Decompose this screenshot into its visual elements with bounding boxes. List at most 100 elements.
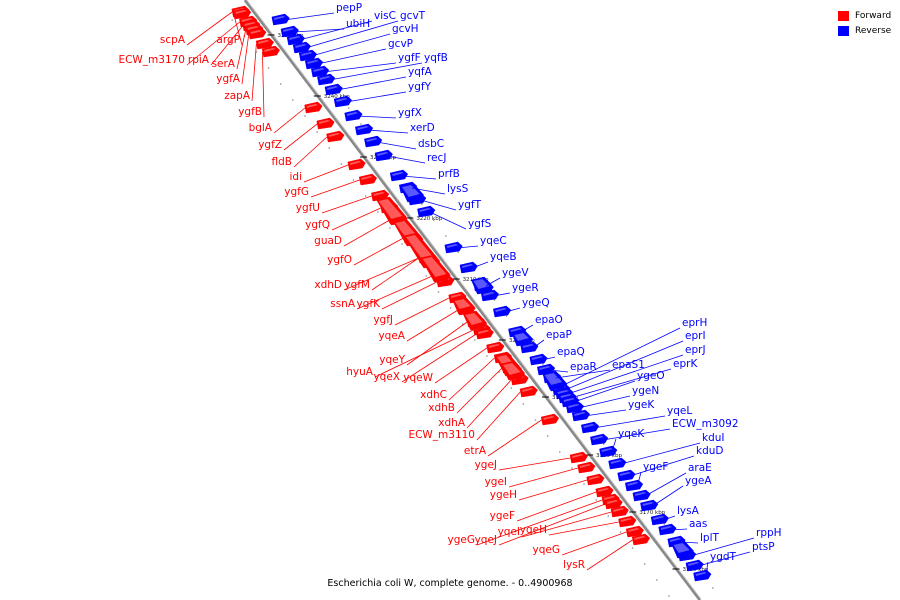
reverse-gene-label-44[interactable]: aas	[689, 518, 707, 530]
reverse-gene-label-22[interactable]: ygeQ	[522, 297, 550, 309]
reverse-gene-label-28[interactable]: eprH	[682, 317, 707, 329]
forward-gene-label-7[interactable]: ygfB	[238, 106, 262, 118]
forward-gene-label-27[interactable]: xdhC	[420, 389, 447, 401]
forward-gene-label-24[interactable]: hyuA	[346, 366, 374, 378]
reverse-gene-label-47[interactable]: ptsP	[752, 541, 775, 553]
reverse-gene-label-19[interactable]: yqeB	[490, 251, 517, 263]
forward-gene-label-34[interactable]: ygeH	[490, 489, 517, 501]
reverse-gene-label-12[interactable]: dsbC	[418, 138, 444, 150]
reverse-gene-label-20[interactable]: ygeV	[502, 267, 529, 279]
reverse-gene-label-29[interactable]: eprI	[685, 330, 706, 342]
reverse-gene-glyph	[542, 370, 567, 391]
forward-gene-label-18[interactable]: ygfM	[344, 279, 370, 291]
reverse-gene-label-35[interactable]: yqeL	[667, 405, 692, 417]
reverse-gene-label-42[interactable]: ygeA	[685, 475, 712, 487]
reverse-gene-label-36[interactable]: ECW_m3092	[672, 418, 739, 430]
reverse-gene-label-17[interactable]: ygfS	[468, 218, 492, 230]
reverse-gene-label-46[interactable]: rppH	[756, 527, 782, 539]
forward-gene-label-30[interactable]: ECW_m3110	[408, 429, 475, 441]
reverse-gene-label-0[interactable]: pepP	[336, 2, 362, 14]
reverse-gene-label-31[interactable]: eprK	[673, 358, 698, 370]
gene-glyph-shade	[373, 192, 385, 196]
forward-gene-label-21[interactable]: ygfJ	[373, 314, 393, 326]
forward-gene-label-23[interactable]: yqeY	[379, 354, 405, 366]
reverse-gene-label-4[interactable]: gcvH	[392, 23, 419, 35]
forward-gene-label-11[interactable]: idi	[290, 171, 303, 183]
forward-gene-label-3[interactable]: rpiA	[188, 54, 210, 66]
reverse-gene-label-14[interactable]: prfB	[438, 168, 460, 180]
gene-glyph-shade	[295, 44, 307, 48]
reverse-gene-label-16[interactable]: ygfT	[458, 199, 482, 211]
forward-gene-label-17[interactable]: xdhD	[314, 279, 342, 291]
reverse-gene-label-30[interactable]: eprJ	[685, 344, 706, 356]
reverse-gene-label-38[interactable]: kduI	[702, 432, 725, 444]
reverse-gene-label-18[interactable]: yqeC	[480, 235, 507, 247]
forward-gene-label-1[interactable]: argP	[216, 34, 240, 46]
forward-gene-label-5[interactable]: ygfA	[216, 73, 241, 85]
forward-gene-label-14[interactable]: ygfQ	[305, 219, 330, 231]
reverse-gene-glyph	[685, 559, 704, 572]
reverse-gene-label-45[interactable]: lplT	[700, 532, 719, 544]
reverse-gene-label-43[interactable]: lysA	[677, 505, 700, 517]
reverse-gene-label-48[interactable]: ygdT	[710, 551, 737, 563]
reverse-gene-label-9[interactable]: ygfY	[408, 81, 432, 93]
gene-glyph-shade	[273, 16, 286, 20]
forward-gene-label-22[interactable]: yqeA	[378, 330, 405, 342]
reverse-gene-label-34[interactable]: ygeK	[628, 399, 655, 411]
reverse-gene-label-23[interactable]: epaO	[535, 314, 563, 326]
forward-gene-label-25[interactable]: yqeX	[373, 371, 400, 383]
reverse-gene-label-21[interactable]: ygeR	[512, 282, 539, 294]
reverse-gene-label-6[interactable]: ygfF	[398, 52, 421, 64]
reverse-gene-label-15[interactable]: lysS	[447, 183, 469, 195]
reverse-gene-label-40[interactable]: ygeF	[643, 461, 668, 473]
forward-gene-label-2[interactable]: ECW_m3170	[118, 54, 185, 66]
forward-gene-label-6[interactable]: zapA	[224, 90, 251, 102]
forward-gene-label-37[interactable]: yqeJ	[475, 534, 497, 546]
forward-gene-label-13[interactable]: ygfU	[296, 202, 320, 214]
reverse-gene-label-13[interactable]: recJ	[427, 152, 446, 164]
forward-gene-label-8[interactable]: bglA	[249, 122, 273, 134]
forward-gene-label-28[interactable]: xdhB	[428, 402, 455, 414]
reverse-gene-label-7[interactable]: yqfB	[424, 52, 448, 64]
forward-gene-label-33[interactable]: ygeI	[485, 476, 507, 488]
forward-gene-label-39[interactable]: yqeH	[520, 524, 547, 536]
forward-gene-label-35[interactable]: ygeF	[490, 510, 515, 522]
forward-gene-label-41[interactable]: lysR	[563, 559, 585, 571]
reverse-gene-label-32[interactable]: ygeO	[637, 370, 665, 382]
forward-gene-label-10[interactable]: fldB	[272, 156, 292, 168]
reverse-gene-label-3[interactable]: gcvT	[400, 10, 426, 22]
forward-gene-label-4[interactable]: serA	[212, 58, 236, 70]
forward-gene-label-16[interactable]: ygfO	[327, 254, 352, 266]
forward-gene-label-20[interactable]: ygfK	[357, 298, 382, 310]
forward-gene-glyph	[610, 505, 629, 518]
forward-gene-label-0[interactable]: scpA	[160, 34, 186, 46]
forward-gene-label-12[interactable]: ygfG	[284, 186, 309, 198]
reverse-gene-label-24[interactable]: epaP	[546, 329, 572, 341]
reverse-gene-label-1[interactable]: ubiH	[346, 18, 370, 30]
forward-gene-label-36[interactable]: ygeG	[448, 534, 475, 546]
reverse-gene-label-8[interactable]: yqfA	[408, 66, 433, 78]
reverse-gene-label-39[interactable]: kduD	[696, 445, 724, 457]
reverse-gene-label-41[interactable]: araE	[688, 462, 712, 474]
reverse-gene-label-10[interactable]: ygfX	[398, 107, 422, 119]
forward-gene-label-40[interactable]: yqeG	[533, 544, 560, 556]
forward-gene-label-26[interactable]: yqeW	[403, 372, 433, 384]
reverse-gene-label-26[interactable]: epaR	[570, 361, 597, 373]
forward-gene-glyph	[347, 158, 366, 171]
forward-gene-label-29[interactable]: xdhA	[438, 417, 466, 429]
forward-gene-label-9[interactable]: ygfZ	[258, 139, 282, 151]
reverse-gene-label-25[interactable]: epaQ	[557, 346, 585, 358]
forward-gene-label-15[interactable]: guaD	[314, 235, 342, 247]
reverse-gene-label-37[interactable]: yqeK	[618, 428, 645, 440]
forward-gene-label-38[interactable]: yqeI	[498, 526, 520, 538]
gene-glyph-shade	[522, 344, 535, 348]
reverse-gene-label-27[interactable]: epaS1	[612, 359, 645, 371]
reverse-gene-label-2[interactable]: visC	[374, 10, 396, 22]
forward-gene-label-31[interactable]: etrA	[464, 445, 487, 457]
reverse-gene-label-5[interactable]: gcvP	[388, 38, 413, 50]
reverse-leader-line	[493, 292, 511, 297]
reverse-gene-label-33[interactable]: ygeN	[632, 385, 659, 397]
reverse-gene-label-11[interactable]: xerD	[410, 122, 435, 134]
forward-gene-label-32[interactable]: ygeJ	[475, 459, 497, 471]
forward-gene-label-19[interactable]: ssnA	[330, 298, 356, 310]
